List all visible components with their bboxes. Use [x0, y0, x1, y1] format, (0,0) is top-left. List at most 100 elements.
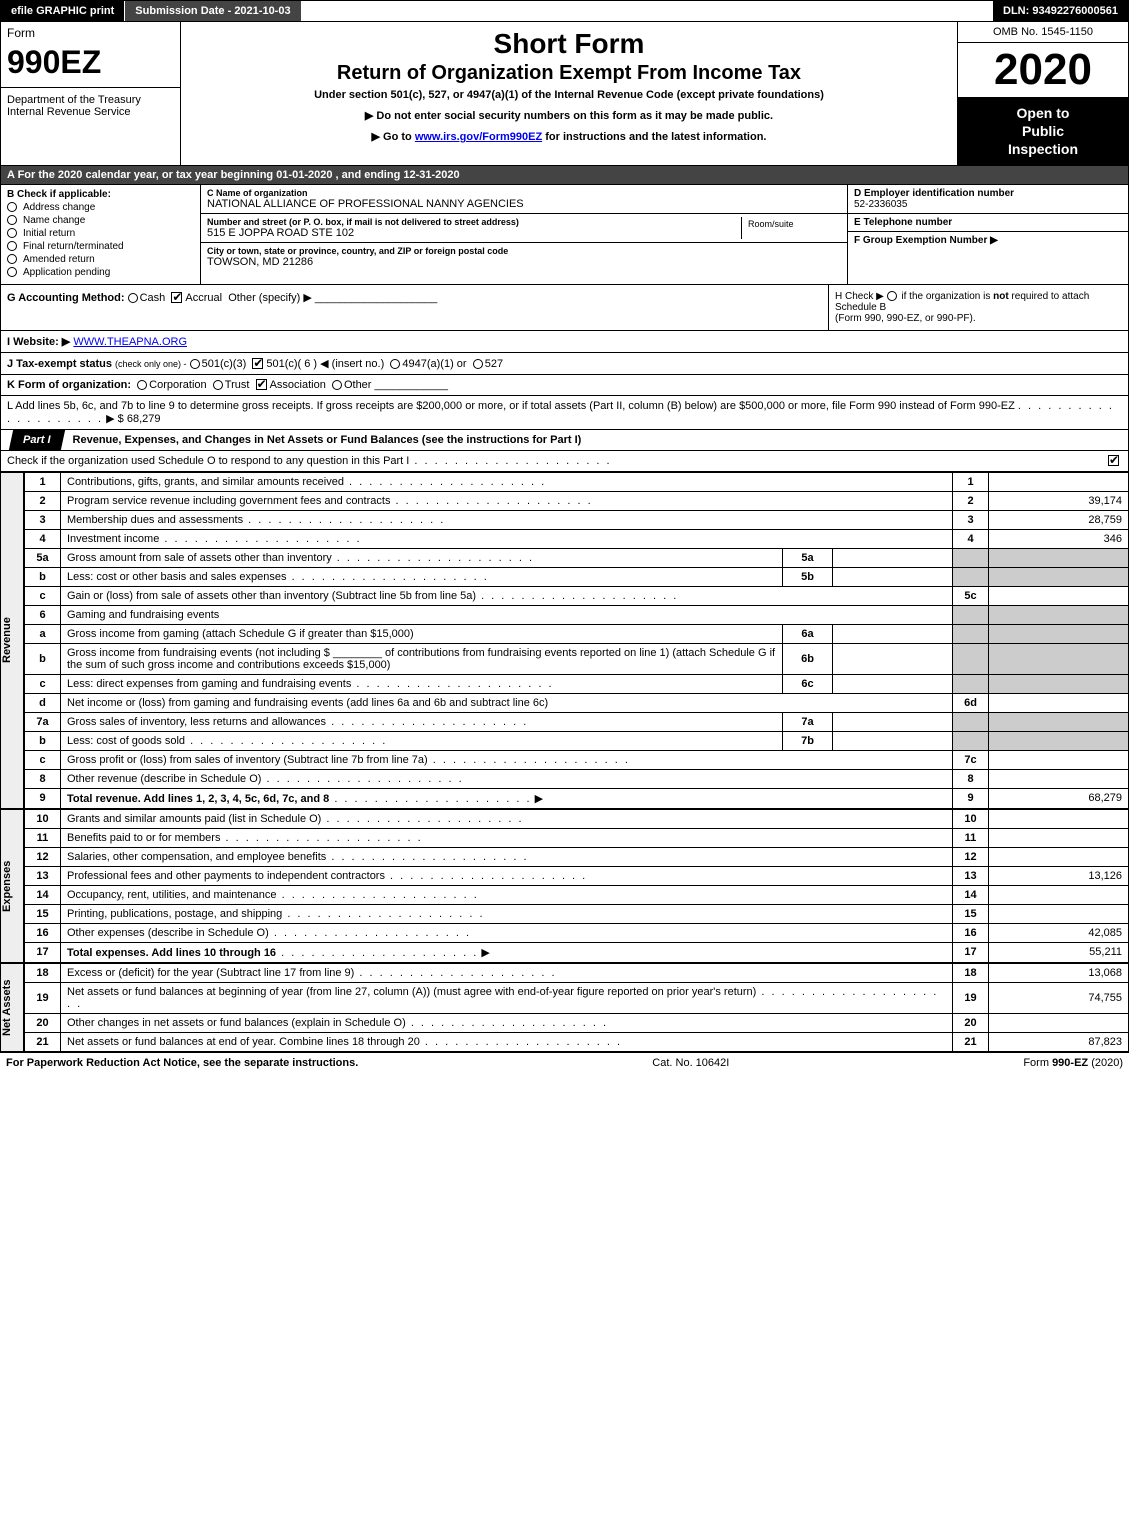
ln: b: [25, 643, 61, 674]
line-11: 11Benefits paid to or for members11: [25, 828, 1129, 847]
j-501c3-radio[interactable]: [190, 359, 200, 369]
cb-application-pending[interactable]: Application pending: [7, 267, 194, 278]
expenses-table: 10Grants and similar amounts paid (list …: [24, 809, 1129, 963]
ln: b: [25, 731, 61, 750]
desc: Program service revenue including govern…: [67, 495, 390, 507]
desc: Net assets or fund balances at beginning…: [67, 986, 756, 998]
row-k-org-form: K Form of organization: Corporation Trus…: [0, 375, 1129, 396]
header-center: Short Form Return of Organization Exempt…: [181, 22, 958, 165]
desc: Less: cost or other basis and sales expe…: [67, 571, 287, 583]
amt: 28,759: [989, 510, 1129, 529]
line-12: 12Salaries, other compensation, and empl…: [25, 847, 1129, 866]
sub: 6b: [783, 643, 833, 674]
i-label: I Website: ▶: [7, 336, 70, 348]
cb-label: Final return/terminated: [23, 241, 124, 252]
desc: Other expenses (describe in Schedule O): [67, 927, 269, 939]
top-bar: efile GRAPHIC print Submission Date - 20…: [0, 0, 1129, 22]
rn: [953, 643, 989, 674]
line-7c: cGross profit or (loss) from sales of in…: [25, 750, 1129, 769]
ln: 5a: [25, 548, 61, 567]
cb-name-change[interactable]: Name change: [7, 215, 194, 226]
dln-label: DLN: 93492276000561: [993, 1, 1128, 21]
room-suite: Room/suite: [741, 217, 841, 239]
part1-check-row: Check if the organization used Schedule …: [0, 451, 1129, 472]
desc: Less: direct expenses from gaming and fu…: [67, 678, 351, 690]
k-label: K Form of organization:: [7, 379, 131, 391]
col-def: D Employer identification number 52-2336…: [848, 185, 1128, 284]
line-6a: aGross income from gaming (attach Schedu…: [25, 624, 1129, 643]
j-501c-checkbox[interactable]: [252, 358, 263, 369]
h-text2: if the organization is: [901, 291, 993, 302]
irs-link[interactable]: www.irs.gov/Form990EZ: [415, 131, 542, 143]
line-9: 9Total revenue. Add lines 1, 2, 3, 4, 5c…: [25, 788, 1129, 808]
d-label: D Employer identification number: [854, 188, 1122, 199]
g-cash-radio[interactable]: [128, 293, 138, 303]
cb-initial-return[interactable]: Initial return: [7, 228, 194, 239]
part1-sched-o-checkbox[interactable]: [1108, 455, 1119, 466]
website-link[interactable]: WWW.THEAPNA.ORG: [73, 336, 187, 348]
c-addr-label: Number and street (or P. O. box, if mail…: [207, 217, 741, 227]
desc: Gross income from gaming (attach Schedul…: [61, 624, 783, 643]
desc: Gaming and fundraising events: [61, 605, 953, 624]
amt: [989, 1013, 1129, 1032]
subval: [833, 624, 953, 643]
desc: Contributions, gifts, grants, and simila…: [67, 476, 344, 488]
part1-tab-text: Part I: [23, 434, 51, 446]
ln: 11: [25, 828, 61, 847]
e-label: E Telephone number: [854, 217, 1122, 228]
line-5b: bLess: cost or other basis and sales exp…: [25, 567, 1129, 586]
inspect-line3: Inspection: [964, 140, 1122, 158]
k-trust-radio[interactable]: [213, 380, 223, 390]
j-527-radio[interactable]: [473, 359, 483, 369]
amt: 39,174: [989, 491, 1129, 510]
expenses-section: Expenses 10Grants and similar amounts pa…: [0, 809, 1129, 963]
j-opt2: 501(c)( 6 ) ◀ (insert no.): [266, 358, 384, 370]
k-corp-radio[interactable]: [137, 380, 147, 390]
f-label: F Group Exemption Number ▶: [854, 235, 998, 246]
desc: Investment income: [67, 533, 159, 545]
b-heading: B Check if applicable:: [7, 189, 194, 200]
rn: 8: [953, 769, 989, 788]
rn: 1: [953, 472, 989, 491]
cb-label: Address change: [23, 202, 95, 213]
j-4947-radio[interactable]: [390, 359, 400, 369]
cb-amended-return[interactable]: Amended return: [7, 254, 194, 265]
e-phone: E Telephone number: [848, 214, 1128, 232]
sub: 5a: [783, 548, 833, 567]
efile-print-button[interactable]: efile GRAPHIC print: [1, 1, 125, 21]
footer-form-post: (2020): [1088, 1057, 1123, 1069]
c-addr-row: Number and street (or P. O. box, if mail…: [201, 214, 847, 243]
ssn-warning: ▶ Do not enter social security numbers o…: [191, 109, 947, 122]
rn: 11: [953, 828, 989, 847]
line-20: 20Other changes in net assets or fund ba…: [25, 1013, 1129, 1032]
desc: Gross sales of inventory, less returns a…: [67, 716, 326, 728]
line-2: 2Program service revenue including gover…: [25, 491, 1129, 510]
cb-final-return[interactable]: Final return/terminated: [7, 241, 194, 252]
k-other-radio[interactable]: [332, 380, 342, 390]
form-word: Form: [1, 22, 180, 44]
g-accrual-checkbox[interactable]: [171, 292, 182, 303]
ln: 14: [25, 885, 61, 904]
netassets-vtab: Net Assets: [0, 963, 24, 1052]
ln: c: [25, 750, 61, 769]
page-footer: For Paperwork Reduction Act Notice, see …: [0, 1052, 1129, 1073]
g-accounting: G Accounting Method: Cash Accrual Other …: [1, 285, 828, 330]
ln: 16: [25, 923, 61, 942]
amt: [989, 847, 1129, 866]
k-assoc-checkbox[interactable]: [256, 379, 267, 390]
cb-address-change[interactable]: Address change: [7, 202, 194, 213]
footer-left: For Paperwork Reduction Act Notice, see …: [6, 1057, 358, 1069]
rn: 15: [953, 904, 989, 923]
ln: d: [25, 693, 61, 712]
rn: 17: [953, 942, 989, 962]
line-13: 13Professional fees and other payments t…: [25, 866, 1129, 885]
h-checkbox[interactable]: [887, 291, 897, 301]
amt: [989, 769, 1129, 788]
row-l-gross-receipts: L Add lines 5b, 6c, and 7b to line 9 to …: [0, 396, 1129, 430]
amt: [989, 624, 1129, 643]
rn: 5c: [953, 586, 989, 605]
ln: 8: [25, 769, 61, 788]
k-trust: Trust: [225, 379, 250, 391]
j-opt4: 527: [485, 358, 503, 370]
line-16: 16 Other expenses (describe in Schedule O…: [25, 923, 1129, 942]
